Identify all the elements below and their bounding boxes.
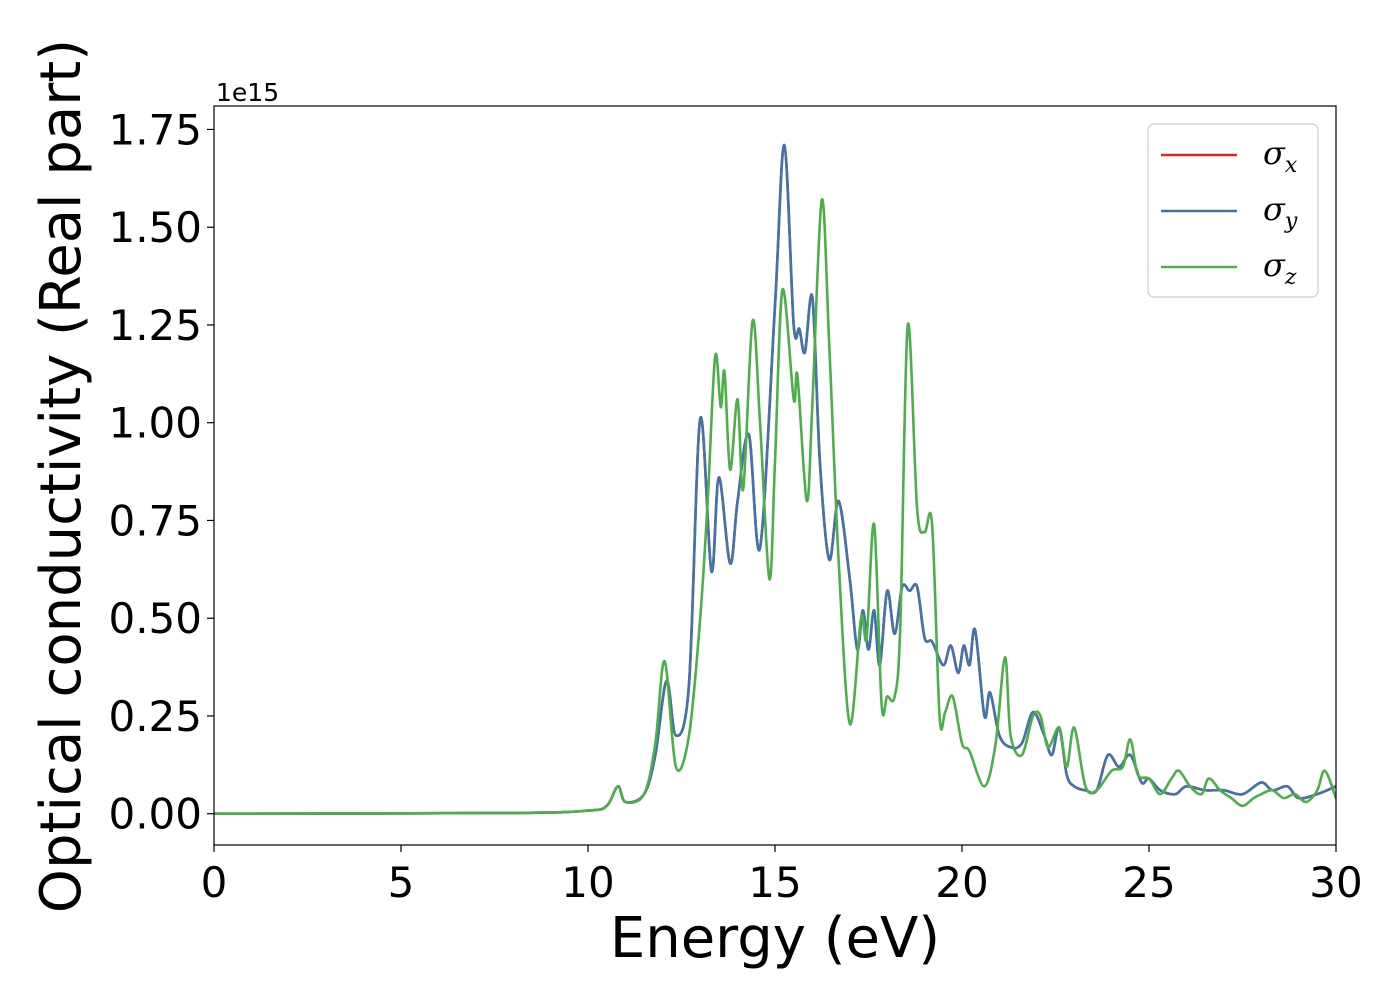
legend-label-x: σx [1263, 134, 1298, 178]
y-tick-label: 1.00 [108, 399, 202, 448]
x-tick-label: 20 [935, 858, 988, 907]
y-tick-label: 1.25 [108, 301, 202, 350]
x-tick-label: 5 [388, 858, 415, 907]
x-tick-label: 10 [561, 858, 614, 907]
y-offset-label: 1e15 [216, 78, 279, 107]
legend: σx σy σz [1147, 123, 1319, 298]
y-tick-label: 1.50 [108, 203, 202, 252]
y-tick-label: 0.25 [108, 692, 202, 741]
x-tick-label: 0 [201, 858, 228, 907]
x-axis-label: Energy (eV) [610, 906, 940, 971]
series-line-y [214, 143, 1336, 816]
legend-label-y: σy [1263, 190, 1298, 234]
y-tick-label: 0.50 [108, 594, 202, 643]
legend-label-z: σz [1263, 246, 1297, 290]
x-tick-label: 30 [1309, 858, 1362, 907]
y-axis-ticks: 0.00 0.25 0.50 0.75 1.00 1.25 1.50 1.75 [108, 105, 214, 839]
x-axis-ticks: 0 5 10 15 20 25 30 [201, 845, 1363, 907]
series-layer [214, 143, 1336, 816]
y-tick-label: 0.75 [108, 496, 202, 545]
x-tick-label: 25 [1122, 858, 1175, 907]
x-tick-label: 15 [748, 858, 801, 907]
y-axis-label: Optical conductivity (Real part) [29, 39, 94, 913]
y-tick-label: 1.75 [108, 105, 202, 154]
series-line-z [214, 198, 1336, 816]
y-tick-label: 0.00 [108, 790, 202, 839]
